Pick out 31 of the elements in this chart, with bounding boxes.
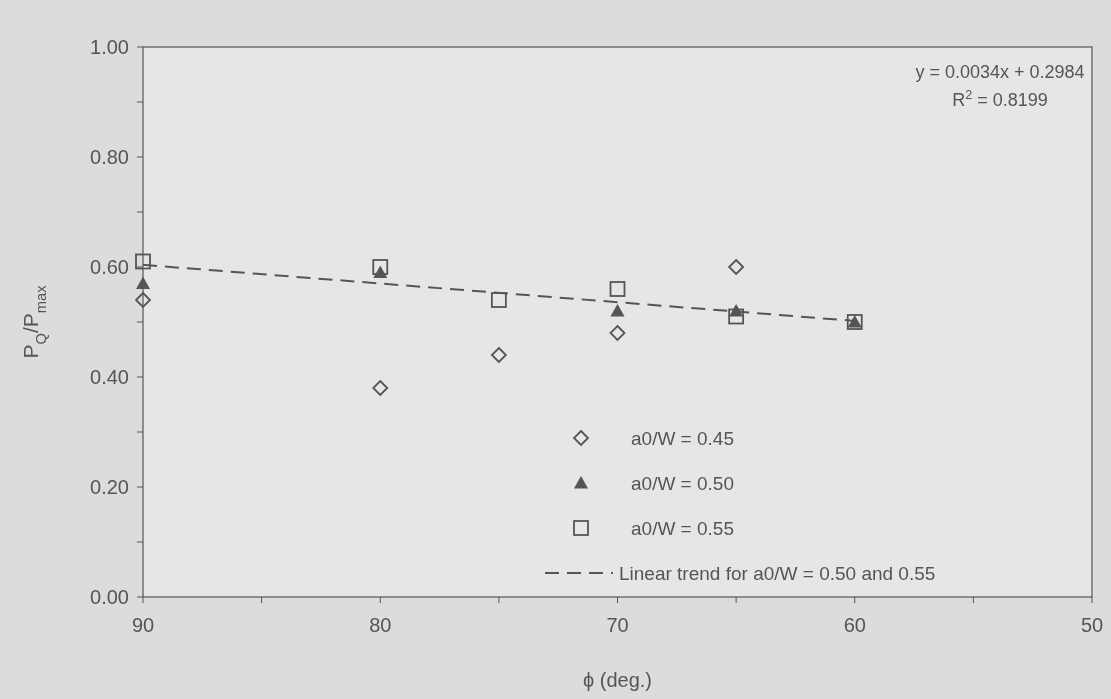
point [609,325,626,341]
x-axis-title: ϕ (deg.) [582,669,653,691]
x-tick-label: 90 [131,614,155,636]
legend-label: Linear trend for a0/W = 0.50 and 0.55 [619,562,936,584]
point [372,380,389,396]
legend-label: a0/W = 0.50 [631,472,734,494]
x-tick-label: 80 [369,614,392,636]
y-tick-label: 0.20 [90,476,129,498]
point [490,347,507,363]
legend-label: a0/W = 0.45 [631,427,734,449]
y-tick-label: 1.00 [90,36,129,58]
point [490,292,507,308]
point [728,259,745,275]
point [135,292,151,308]
y-tick-label: 0.00 [90,586,129,608]
point [609,281,626,297]
point [136,276,150,290]
x-tick-label: 50 [1080,614,1104,636]
point [372,259,389,275]
point [729,304,744,317]
y-tick-label: 0.60 [90,256,129,278]
point [610,304,625,317]
annotation: y = 0.0034x + 0.2984 [915,62,1085,82]
point [728,308,745,325]
legend-label: a0/W = 0.55 [631,517,734,539]
y-tick-label: 0.40 [90,366,129,388]
y-tick-label: 0.80 [90,146,129,168]
x-tick-label: 70 [606,614,629,636]
x-tick-label: 60 [843,614,866,636]
point [135,253,151,270]
annotation: R$^{2}$ = 0.8199 [952,88,1048,110]
